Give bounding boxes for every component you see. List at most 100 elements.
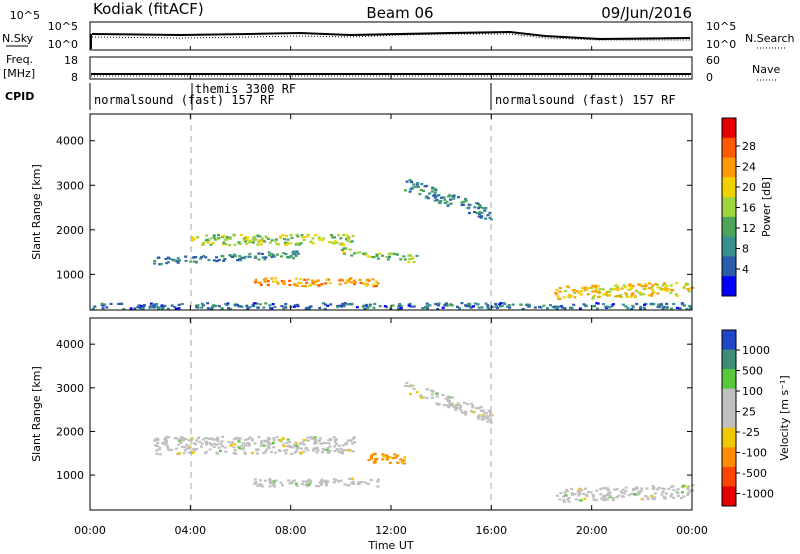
velocity-echo-cell [175, 437, 179, 440]
velocity-echo-cell [339, 447, 343, 450]
power-echo-cell [503, 302, 507, 305]
velocity-y-axis: 1000 2000 3000 4000 [56, 338, 692, 482]
power-echo-cell [606, 294, 610, 297]
power-echo-cell [631, 285, 635, 288]
velocity-echo-cell [156, 444, 160, 448]
power-echo-cell [191, 236, 195, 239]
velocity-echo-cell [237, 446, 241, 450]
power-echo-cell [212, 234, 216, 237]
power-echo-cell [363, 307, 367, 311]
power-echo-cell [226, 302, 230, 305]
power-echo-cell [228, 236, 232, 239]
power-echo-cell [583, 287, 587, 291]
power-echo-cell [435, 198, 439, 202]
power-echo-cell [630, 307, 634, 311]
power-echo-cell [582, 303, 586, 306]
power-echo-cell [141, 307, 145, 310]
velocity-echo-cell [195, 447, 199, 451]
velocity-echo-cell [577, 494, 581, 497]
power-echo-cell [246, 307, 250, 310]
power-y-tick-label: 1000 [56, 268, 84, 281]
power-colorbar-swatch [722, 236, 736, 257]
power-echo-cell [578, 307, 582, 310]
velocity-echo-cell [587, 490, 591, 494]
power-echo-cell [399, 258, 403, 261]
velocity-echo-cell [267, 441, 271, 445]
power-echo-cell [525, 303, 529, 306]
power-echo-cell [486, 304, 490, 307]
velocity-echo-cell [567, 496, 571, 500]
velocity-echo-cell [364, 481, 368, 484]
power-echo-cell [463, 197, 467, 201]
velocity-echo-cell [269, 480, 273, 483]
power-echo-cell [579, 290, 583, 293]
noise-panel: 10^5 10^5 10^0 N.Sky 10^5 10^0 N.Search [2, 9, 795, 51]
velocity-echo-cell [348, 477, 352, 481]
power-echo-cell [340, 248, 344, 251]
velocity-echo-cell [187, 445, 191, 448]
power-echo-cell [375, 254, 379, 257]
power-echo-cell [378, 252, 382, 255]
power-echo-cell [452, 197, 456, 200]
velocity-echo-cell [243, 451, 247, 454]
power-echo-cell [148, 306, 152, 309]
power-y-tick-label: 3000 [56, 179, 84, 192]
power-echo-cell [248, 241, 252, 244]
nsky-tick-high: 10^5 [48, 20, 78, 33]
power-echo-cell [227, 306, 231, 310]
power-echo-cell [462, 200, 466, 203]
power-echo-cell [428, 304, 432, 307]
velocity-echo-cell [240, 447, 244, 450]
power-echo-cell [681, 303, 685, 306]
velocity-echo-cell [259, 444, 263, 447]
power-echo-cell [618, 295, 622, 298]
power-echo-cell [314, 280, 318, 283]
power-echo-cell [613, 295, 617, 298]
velocity-echo-cell [376, 478, 380, 481]
power-echo-cell [105, 306, 109, 309]
velocity-echo-cell [177, 452, 181, 455]
power-echo-cell [279, 236, 283, 240]
power-echo-cell [643, 307, 647, 310]
power-echo-cell [222, 259, 226, 262]
velocity-echo-cell [288, 444, 292, 447]
power-echo-cell [368, 305, 372, 308]
velocity-echo-cell [402, 459, 406, 462]
power-echo-cell [194, 261, 198, 264]
velocity-echo-cell [312, 447, 316, 450]
velocity-echo-cell [313, 440, 317, 443]
velocity-echo-cell [450, 402, 454, 405]
power-echo-cell [339, 237, 343, 240]
velocity-echo-cell [192, 442, 196, 445]
velocity-panel-frame [89, 317, 693, 511]
power-echo-cell [173, 306, 177, 309]
velocity-echo-cell [300, 483, 304, 486]
velocity-echo-cell [564, 494, 568, 497]
power-echo-cell [201, 243, 205, 246]
velocity-echo-cell [358, 481, 362, 484]
power-echo-cell [338, 304, 342, 307]
power-echo-cell [288, 279, 292, 282]
velocity-echo-cell [338, 451, 342, 454]
power-echo-cell [511, 303, 515, 306]
power-echo-cell [330, 241, 334, 244]
power-echo-cell [437, 193, 441, 197]
velocity-echo-cell [681, 485, 685, 488]
velocity-echo-cell [301, 480, 305, 483]
velocity-echo-cell [304, 483, 308, 486]
velocity-echo-cell [636, 491, 640, 494]
velocity-echo-cell [676, 491, 680, 495]
power-echo-cell [575, 290, 579, 293]
velocity-echo-cell [574, 498, 578, 501]
power-echo-cell [233, 243, 237, 246]
power-echo-cell [163, 304, 167, 307]
power-echo-cell [584, 286, 588, 289]
velocity-echo-cell [185, 443, 189, 446]
power-echo-cell [621, 303, 625, 306]
power-echo-cell [263, 258, 267, 261]
power-echo-cell [275, 253, 279, 256]
velocity-echo-cell [571, 493, 575, 496]
power-echo-cell [207, 239, 211, 243]
velocity-echo-cell [451, 404, 455, 407]
power-echo-cell [562, 296, 566, 299]
